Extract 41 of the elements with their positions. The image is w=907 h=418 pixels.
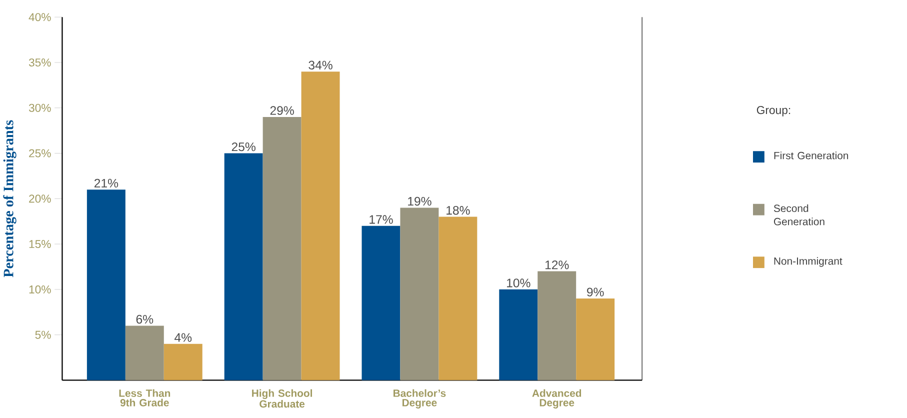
x-tick-label: Bachelor’s Degree	[394, 389, 446, 408]
data-label: 29%	[270, 106, 294, 115]
y-tick-label: 40%	[28, 12, 51, 22]
y-tick-label: 20%	[29, 194, 51, 203]
bar	[499, 289, 538, 380]
bar	[538, 271, 576, 380]
y-tick-label: 25%	[29, 149, 51, 158]
legend-label: Second Generation	[774, 204, 824, 226]
data-label: 10%	[507, 278, 530, 288]
data-label: 12%	[545, 260, 569, 270]
data-label: 34%	[308, 60, 332, 70]
bar	[400, 208, 439, 380]
data-label: 18%	[446, 206, 470, 215]
data-label: 4%	[174, 333, 192, 342]
bar	[125, 326, 164, 380]
data-label: 21%	[94, 178, 118, 188]
legend-title: Group:	[756, 106, 790, 116]
y-tick-label: 10%	[29, 285, 51, 294]
data-label: 25%	[232, 142, 256, 152]
x-tick-label: High School Graduate	[252, 389, 312, 408]
x-tick-label: Advanced Degree	[532, 389, 582, 408]
data-label: 6%	[136, 314, 154, 324]
y-axis-title: Percentage of Immigrants	[3, 120, 16, 278]
data-label: 19%	[408, 196, 432, 206]
bar	[438, 216, 478, 380]
data-label: 17%	[370, 215, 393, 224]
bar	[164, 344, 202, 380]
bar	[224, 153, 263, 380]
y-tick-label: 35%	[28, 58, 51, 66]
bar	[262, 116, 302, 380]
x-tick-label: Less Than 9th Grade	[119, 389, 170, 406]
legend-label: Non-Immigrant	[774, 257, 842, 267]
legend-label: First Generation	[774, 152, 848, 160]
y-tick-label: 30%	[28, 104, 51, 112]
bar	[362, 226, 400, 380]
bar	[301, 71, 340, 380]
y-tick-label: 5%	[35, 330, 51, 339]
bar	[576, 298, 615, 380]
data-label: 9%	[587, 288, 604, 296]
y-tick-label: 15%	[29, 240, 51, 248]
bar	[86, 189, 126, 380]
